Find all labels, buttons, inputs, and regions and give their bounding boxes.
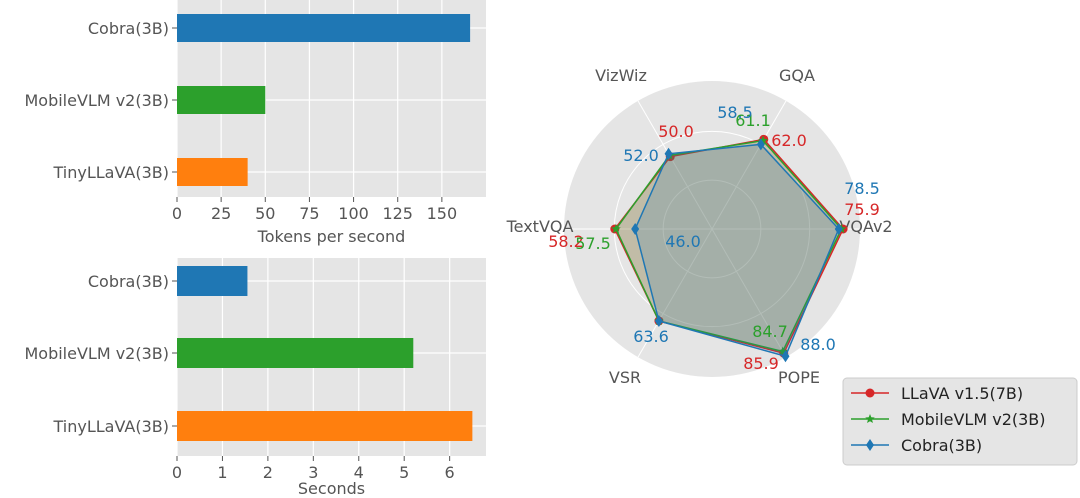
x-axis-label: Tokens per second <box>257 227 406 246</box>
bar-chart-2: Cobra(3B) MobileVLM v2(3B) TinyLLaVA(3B) 0 1… <box>24 258 486 498</box>
y-tick-label: Cobra(3B) <box>88 19 169 38</box>
x-tick-label: 150 <box>427 204 458 223</box>
legend-entry: MobileVLM v2(3B) <box>901 410 1046 429</box>
data-point <box>777 346 788 356</box>
y-tick-label: Cobra(3B) <box>88 272 169 291</box>
legend-entry: LLaVA v1.5(7B) <box>901 384 1023 403</box>
data-point <box>611 224 621 234</box>
bar <box>177 86 266 114</box>
bar <box>177 266 248 296</box>
y-tick-label: MobileVLM v2(3B) <box>24 91 169 110</box>
radar-spoke <box>711 228 787 358</box>
radar-axis-label: VQAv2 <box>839 217 892 236</box>
value-label: 63.6 <box>633 327 669 346</box>
legend-box <box>842 377 1078 466</box>
data-point <box>664 147 673 160</box>
value-label: 62.0 <box>771 131 807 150</box>
radar-chart: GQA VizWiz TextVQA VSR POPE VQAv2 62.0 50.0 58.2… <box>506 66 893 387</box>
value-label: 57.5 <box>575 234 611 253</box>
radar-axis-label: GQA <box>779 66 815 85</box>
value-label: 78.5 <box>844 179 880 198</box>
bar <box>177 411 473 441</box>
x-tick-label: 25 <box>211 204 231 223</box>
data-point <box>781 350 790 363</box>
x-tick-label: 1 <box>217 463 227 482</box>
value-label: 61.1 <box>735 111 771 130</box>
x-tick-label: 100 <box>338 204 369 223</box>
x-tick-label: 50 <box>255 204 275 223</box>
radar-spoke <box>637 228 713 358</box>
x-tick-label: 3 <box>308 463 318 482</box>
value-label: 85.9 <box>743 354 779 373</box>
data-point <box>758 135 768 145</box>
x-tick-label: 75 <box>299 204 319 223</box>
x-tick-label: 6 <box>445 463 455 482</box>
data-point <box>834 223 843 235</box>
radar-axis-label: TextVQA <box>506 217 574 236</box>
x-tick-label: 125 <box>382 204 413 223</box>
bar <box>177 14 471 42</box>
x-axis-label: Seconds <box>298 479 365 498</box>
value-label: 84.7 <box>752 322 788 341</box>
value-label: 46.0 <box>665 232 701 251</box>
data-point <box>865 414 875 424</box>
data-point <box>631 223 640 235</box>
legend-entry: Cobra(3B) <box>901 436 982 455</box>
bar <box>177 158 248 186</box>
x-tick-label: 0 <box>172 204 182 223</box>
radar-series <box>631 138 843 363</box>
data-point <box>865 388 875 398</box>
value-label: 50.0 <box>658 122 694 141</box>
radar-axis-label: VSR <box>609 368 641 387</box>
y-tick-label: MobileVLM v2(3B) <box>24 344 169 363</box>
bar-chart-1: Cobra(3B) MobileVLM v2(3B) TinyLLaVA(3B) 0 2… <box>24 0 486 246</box>
radar-axis-label: POPE <box>778 368 820 387</box>
radar-axis-label: VizWiz <box>595 66 647 85</box>
x-tick-label: 4 <box>354 463 364 482</box>
value-label: 52.0 <box>623 146 659 165</box>
value-label: 58.2 <box>548 232 584 251</box>
radar-spoke <box>711 100 787 230</box>
x-tick-label: 0 <box>172 463 182 482</box>
value-label: 75.9 <box>844 200 880 219</box>
value-label: 58.5 <box>717 103 753 122</box>
y-tick-label: TinyLLaVA(3B) <box>53 163 169 182</box>
bar <box>177 338 414 368</box>
radar-spoke <box>637 100 713 230</box>
data-point <box>866 439 874 451</box>
data-point <box>756 138 765 151</box>
y-tick-label: TinyLLaVA(3B) <box>53 417 169 436</box>
x-tick-label: 2 <box>263 463 273 482</box>
data-point <box>654 314 663 327</box>
legend: LLaVA v1.5(7B) MobileVLM v2(3B) Cobra(3B) <box>842 377 1078 466</box>
value-label: 88.0 <box>800 335 836 354</box>
x-tick-label: 5 <box>399 463 409 482</box>
